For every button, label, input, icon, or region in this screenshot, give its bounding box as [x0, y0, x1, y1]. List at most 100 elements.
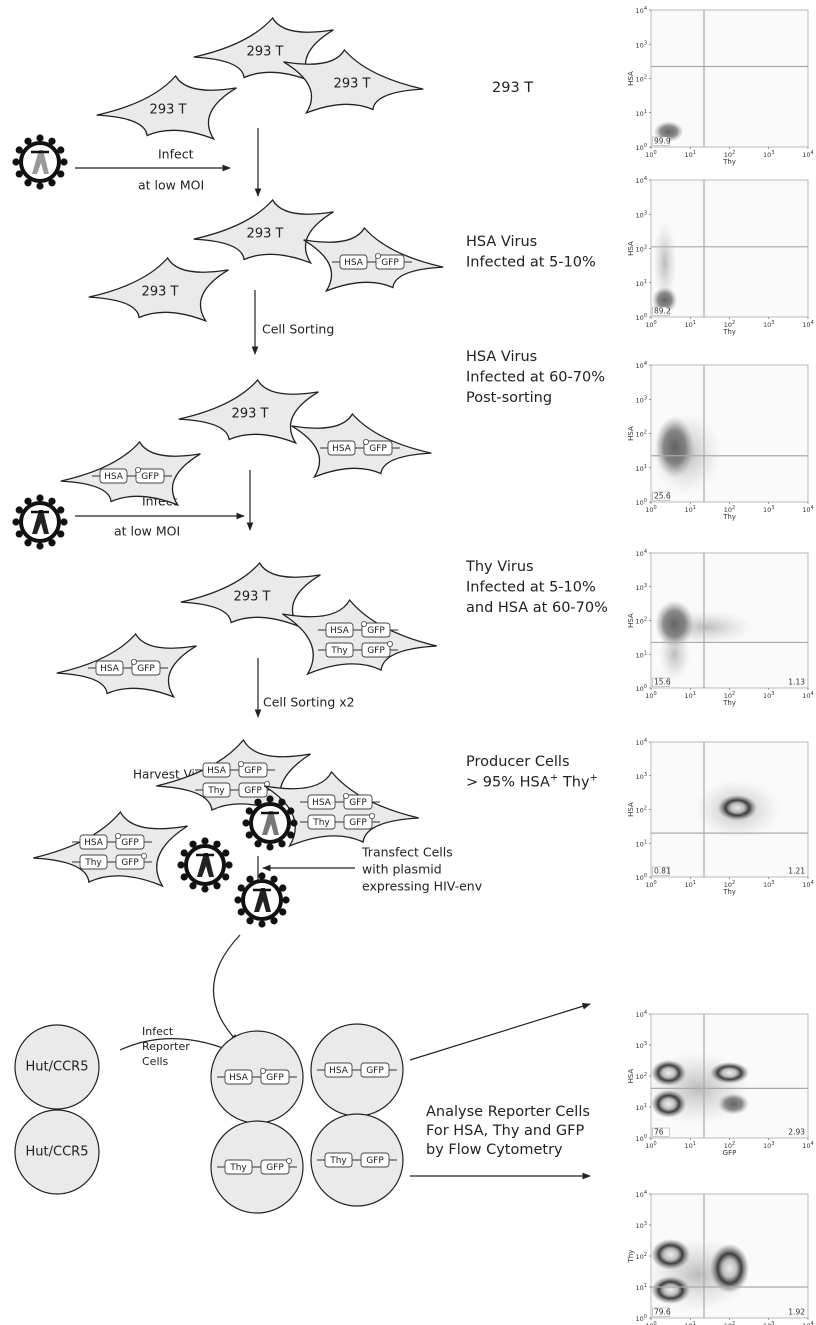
step-label: with plasmid	[362, 862, 442, 877]
ires-marker	[361, 621, 366, 626]
virus-spike	[258, 872, 265, 879]
tick-base: 10	[763, 692, 771, 700]
tick-exponent: 0	[644, 498, 647, 504]
x-axis-label: GFP	[723, 1149, 737, 1157]
y-axis-label: HSA	[627, 802, 635, 817]
y-tick-label: 104	[636, 1190, 647, 1200]
tick-base: 10	[685, 1142, 693, 1150]
step-label: Cell Sorting	[262, 322, 334, 337]
tick-exponent: 3	[644, 1221, 647, 1227]
ires-marker	[375, 253, 380, 258]
step-label: at low MOI	[114, 524, 180, 539]
tick-exponent: 4	[644, 6, 647, 12]
x-axis-label: Thy	[722, 158, 736, 166]
tick-exponent: 4	[811, 1321, 814, 1325]
density-cloud	[718, 1093, 749, 1115]
virus-spike	[290, 819, 297, 826]
y-tick-label: 101	[636, 278, 647, 288]
x-tick-label: 103	[763, 691, 774, 701]
tick-base: 10	[763, 321, 771, 329]
reporter-label: GFP	[366, 1066, 384, 1076]
gene-label: Thy	[207, 786, 225, 796]
virus-spike	[12, 158, 19, 165]
tick-base: 10	[636, 396, 644, 404]
tick-base: 10	[636, 144, 644, 152]
cell: HSAGFPThyGFP	[33, 812, 187, 886]
y-tick-label: 103	[636, 582, 647, 592]
tick-base: 10	[645, 506, 653, 514]
ires-marker	[286, 1158, 291, 1163]
virus-spike	[266, 795, 273, 802]
reporter-label: GFP	[141, 472, 159, 482]
flow-plot: 100100101101102102103103104104ThyHSA25.6	[627, 361, 814, 522]
tick-exponent: 3	[644, 40, 647, 46]
cell: HSA GFP	[61, 442, 201, 505]
x-tick-label: 101	[685, 320, 696, 330]
x-tick-label: 101	[685, 880, 696, 890]
tick-exponent: 2	[732, 505, 735, 511]
description-line: HSA Virus	[466, 349, 537, 365]
gene-label: HSA	[104, 472, 124, 482]
cell-label: 293 T	[232, 407, 269, 422]
gene-label: Thy	[312, 818, 330, 828]
description-line: Infected at 5-10%	[466, 255, 596, 271]
y-tick-label: 102	[636, 616, 647, 626]
description-line: Producer Cells	[466, 754, 570, 770]
tick-base: 10	[636, 739, 644, 747]
y-axis-label: HSA	[627, 1068, 635, 1083]
step-label: Analyse Reporter Cells	[426, 1104, 590, 1120]
tick-exponent: 1	[644, 1103, 647, 1109]
quadrant-value: 0.81	[654, 867, 671, 876]
x-tick-label: 101	[685, 505, 696, 515]
tick-base: 10	[636, 1011, 644, 1019]
y-tick-label: 102	[636, 244, 647, 254]
step-label: For HSA, Thy and GFP	[426, 1123, 584, 1139]
step-label: Reporter	[142, 1040, 190, 1053]
cell-body	[292, 414, 432, 477]
y-tick-label: 104	[636, 549, 647, 559]
tick-base: 10	[636, 550, 644, 558]
gene-label: Thy	[84, 858, 102, 868]
virus-spike	[201, 837, 208, 844]
gene-label: Thy	[329, 1156, 347, 1166]
x-tick-label: 101	[685, 150, 696, 160]
cell: 293 T	[89, 258, 229, 321]
tick-exponent: 3	[644, 395, 647, 401]
y-tick-label: 101	[636, 1283, 647, 1293]
y-tick-label: 104	[636, 176, 647, 186]
reporter-label: GFP	[244, 766, 262, 776]
cell-label: 293 T	[234, 590, 271, 605]
y-tick-label: 103	[636, 395, 647, 405]
cell: HSAGFP	[292, 414, 432, 477]
virus-spike	[242, 819, 249, 826]
tick-exponent: 3	[771, 150, 774, 156]
x-tick-label: 103	[763, 320, 774, 330]
tick-base: 10	[802, 692, 810, 700]
tick-base: 10	[636, 618, 644, 626]
tick-exponent: 0	[644, 1314, 647, 1320]
cell-body	[304, 228, 444, 291]
virus-spike	[177, 861, 184, 868]
tick-base: 10	[645, 151, 653, 159]
tick-exponent: 1	[644, 278, 647, 284]
flow-plot: 100100101101102102103103104104GFPHSA762.…	[627, 1010, 814, 1158]
cell-label: 293 T	[247, 227, 284, 242]
tick-exponent: 1	[644, 463, 647, 469]
y-tick-label: 101	[636, 463, 647, 473]
ires-marker	[135, 467, 140, 472]
virus-spike	[282, 896, 289, 903]
text-run: > 95% HSA	[466, 775, 550, 791]
cell-body	[61, 442, 201, 505]
x-axis-label: Thy	[722, 513, 736, 521]
virus-spike	[60, 158, 67, 165]
quadrant-value: 2.93	[788, 1128, 805, 1137]
density-cloud	[655, 416, 694, 478]
tick-exponent: 3	[771, 1321, 774, 1325]
reporter-cell: Hut/CCR5	[15, 1110, 99, 1194]
tick-base: 10	[636, 465, 644, 473]
tick-base: 10	[636, 211, 644, 219]
superscript: +	[550, 772, 558, 783]
quadrant-value: 25.6	[654, 492, 671, 501]
reporter-label: GFP	[367, 626, 385, 636]
reporter-label: GFP	[349, 818, 367, 828]
